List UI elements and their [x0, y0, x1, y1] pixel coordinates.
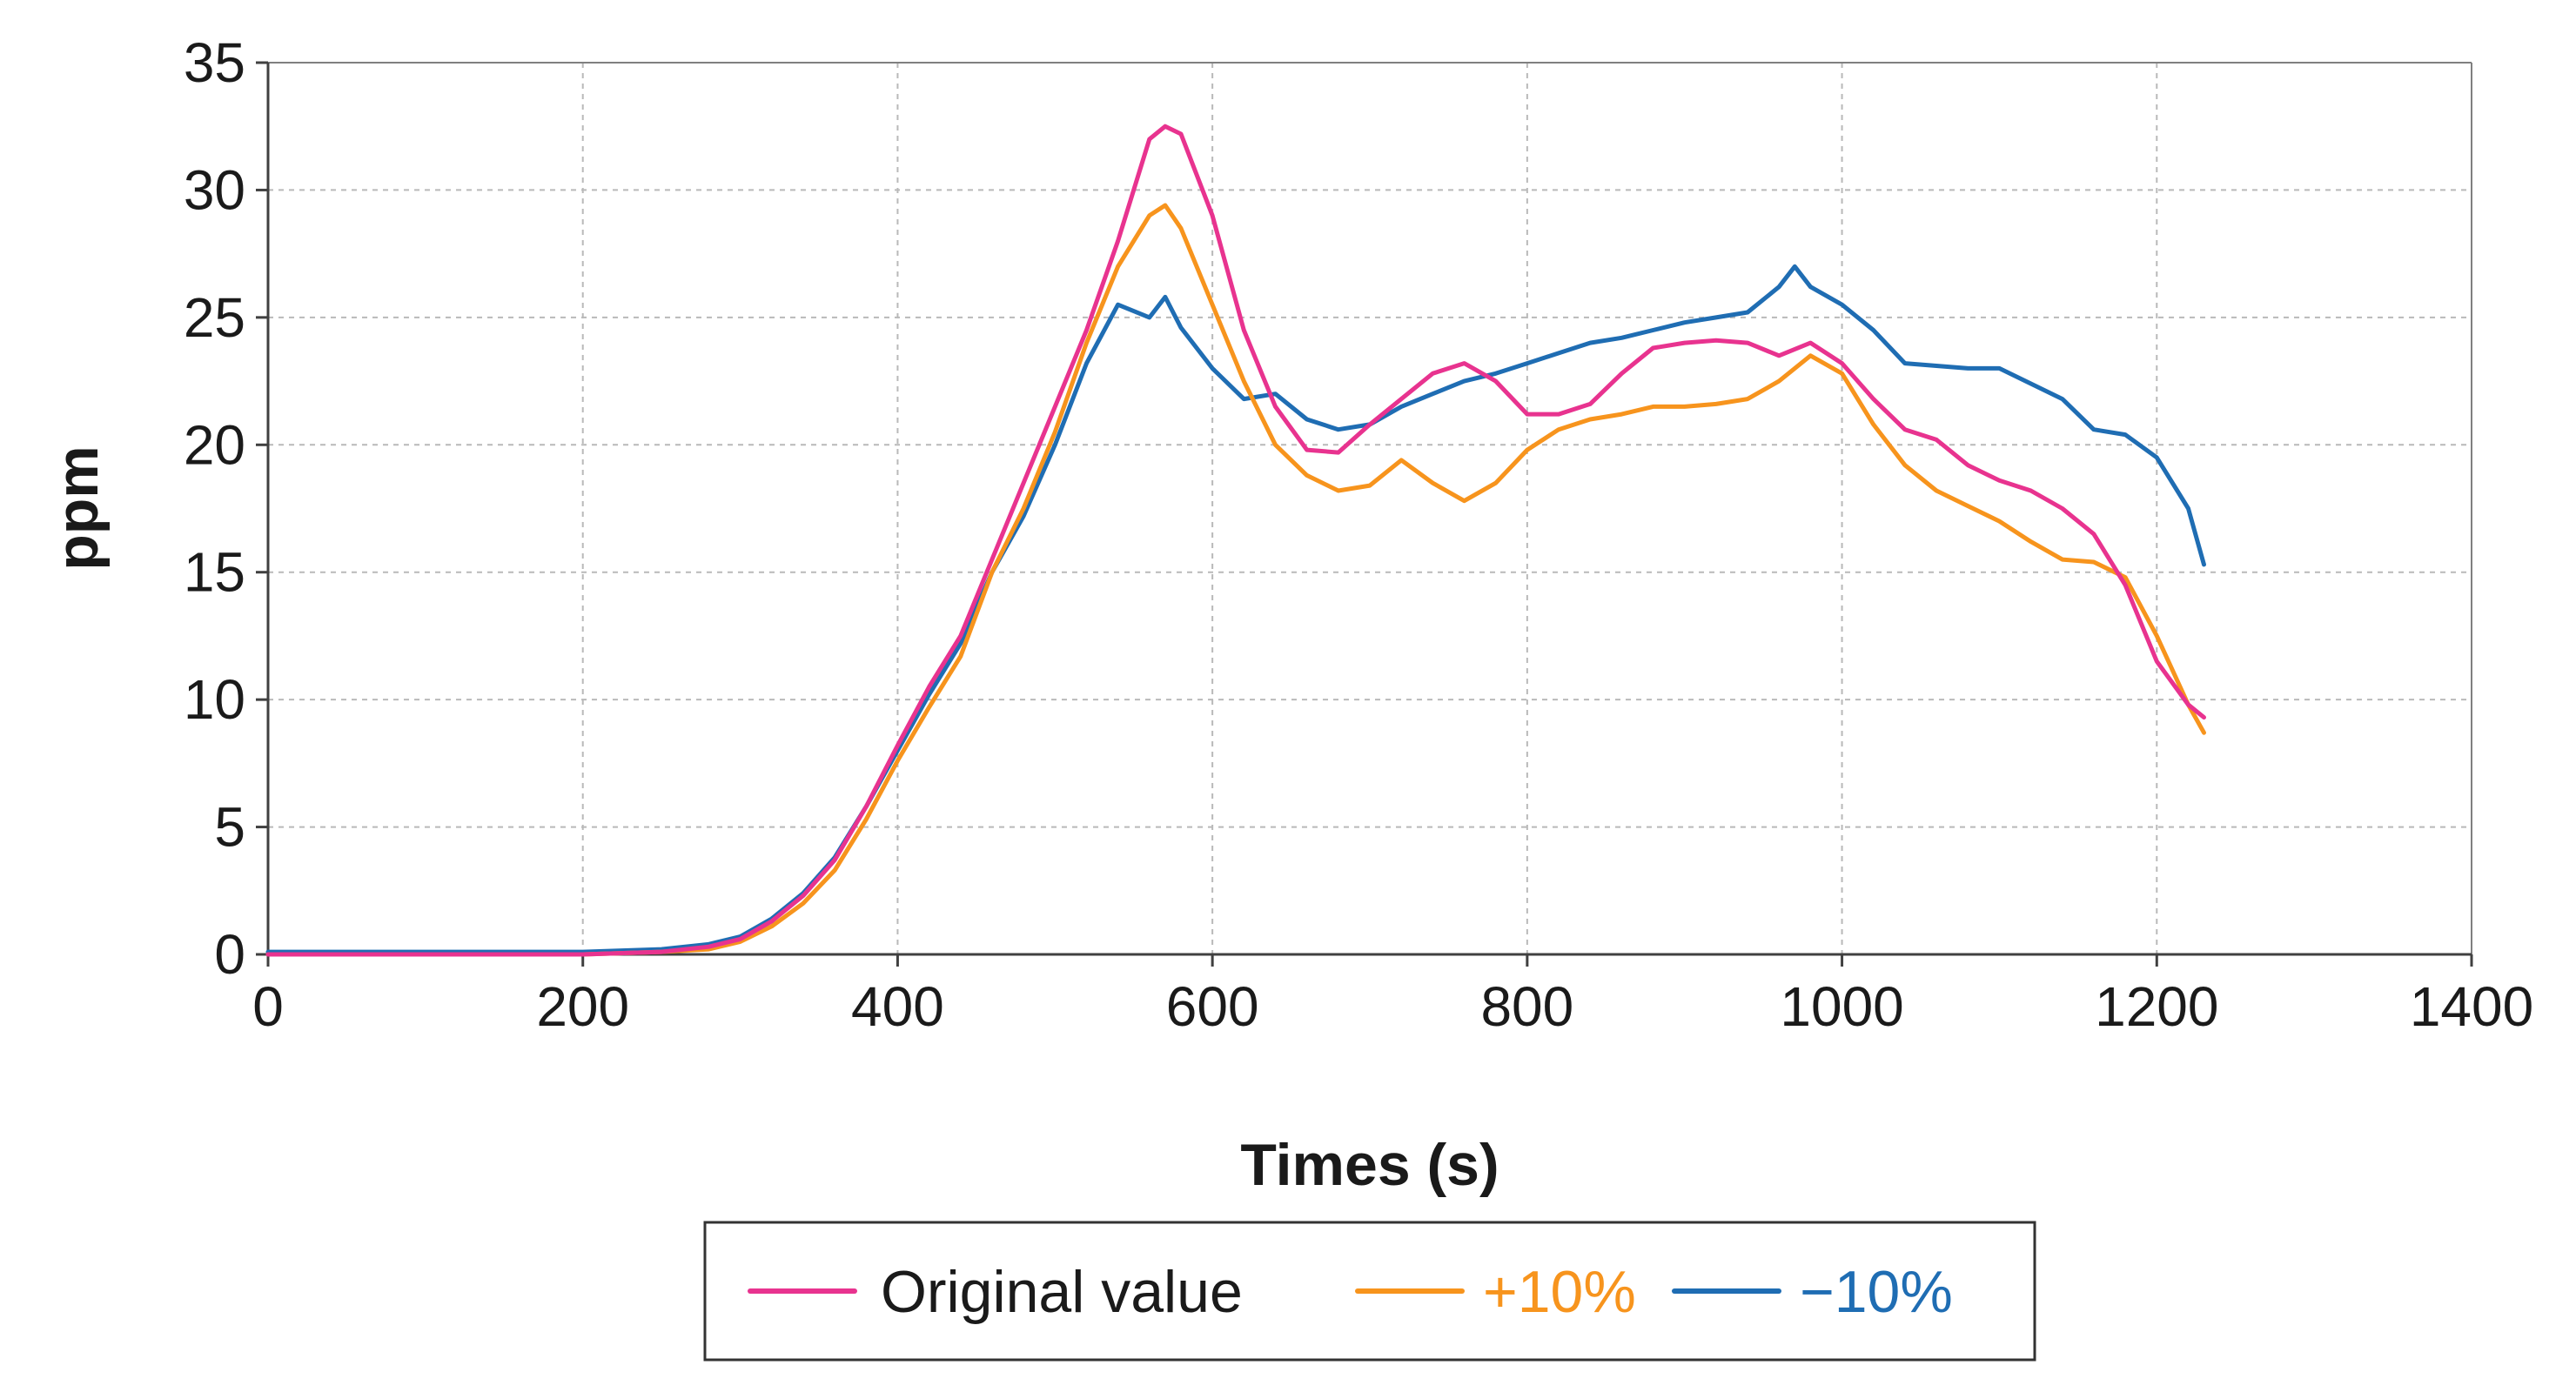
- x-tick-label: 600: [1166, 975, 1259, 1038]
- grid: [268, 63, 2472, 954]
- y-tick-label: 0: [214, 923, 245, 986]
- plot-frame: [266, 62, 2472, 956]
- y-tick-label: 5: [214, 796, 245, 859]
- x-tick-label: 1200: [2095, 975, 2218, 1038]
- x-axis-title: Times (s): [1240, 1132, 1499, 1198]
- axis-ticks: 0 200 400 600 800 1000 1200 1400 0 5 10 15 20 25 30 35: [184, 31, 2533, 1038]
- series-line-0: [265, 124, 2206, 957]
- y-tick-label: 20: [184, 413, 245, 476]
- y-tick-label: 30: [184, 158, 245, 221]
- legend-items: Original value +10% −10%: [748, 1259, 1953, 1325]
- x-tick-label: 1000: [1780, 975, 1903, 1038]
- legend-label-0: Original value: [881, 1259, 1243, 1325]
- legend: Original value +10% −10%: [703, 1221, 2036, 1362]
- legend-label-2: −10%: [1800, 1259, 1953, 1325]
- y-tick-label: 35: [184, 31, 245, 94]
- y-tick-label: 15: [184, 541, 245, 604]
- x-tick-label: 0: [252, 975, 284, 1038]
- y-axis-title: ppm: [44, 445, 111, 571]
- y-tick-label: 25: [184, 286, 245, 349]
- series-line-1: [265, 203, 2206, 957]
- x-tick-label: 1400: [2410, 975, 2533, 1038]
- x-tick-label: 200: [536, 975, 629, 1038]
- x-tick-label: 800: [1480, 975, 1573, 1038]
- y-tick-label: 10: [184, 668, 245, 731]
- series-line-2: [265, 264, 2206, 954]
- x-tick-label: 400: [851, 975, 944, 1038]
- legend-label-1: +10%: [1483, 1259, 1636, 1325]
- series-lines: [265, 124, 2206, 957]
